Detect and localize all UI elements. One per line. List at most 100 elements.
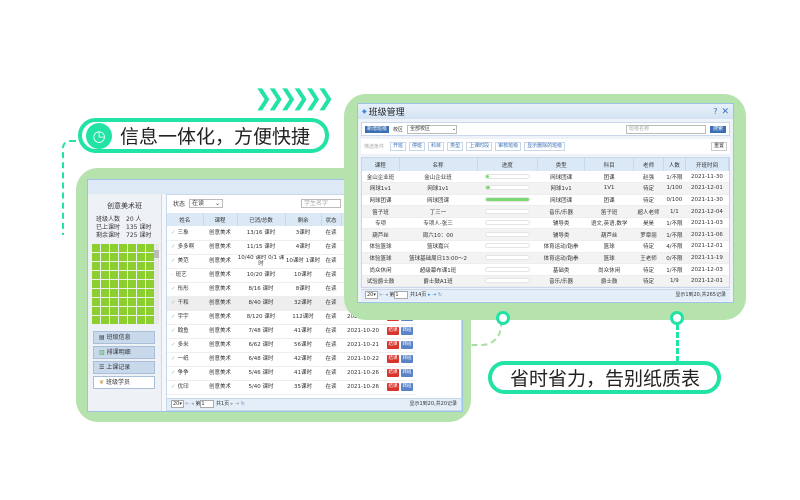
table-row[interactable]: 专项 专项人-张三 辅导类 语文,英语,数学 昊昊 1/不限 2021-11-03 (362, 217, 729, 230)
filter-chip[interactable]: 上课时段 (466, 142, 493, 151)
column-header[interactable]: 已消/总数 (237, 213, 286, 226)
transfer-button[interactable]: 转班 (401, 383, 413, 391)
column-header[interactable]: 人数 (663, 158, 686, 171)
table-row[interactable]: 网球团课 网球团课 网球团课 团课 待定 0/100 2021-11-30 (362, 194, 729, 207)
student-name[interactable]: ✓ 美范 (167, 254, 203, 269)
status-select[interactable]: 在读 ⌄ (189, 199, 224, 208)
filter-chip[interactable]: 显示删除的班级 (524, 142, 566, 151)
cell-left: 56课时 (285, 338, 321, 353)
filter-chip[interactable]: 科目 (428, 142, 445, 151)
edit-icon[interactable]: ✓ (171, 355, 176, 362)
edit-icon[interactable]: ✓ (171, 299, 176, 306)
table-row[interactable]: 体验篮球 篮球基础周日13:00～2 体育运动/跆拳 篮球 王老师 0/不限 2021-11… (362, 252, 729, 265)
filter-chip[interactable]: 审核班级 (495, 142, 522, 151)
edit-icon[interactable]: ✓ (171, 327, 176, 334)
transfer-button[interactable]: 转班 (401, 341, 413, 349)
table-row[interactable]: ✓ 争争 创意美术 5/46 课时 41课时 在读 2021-10-26 结课 转班 (167, 366, 415, 381)
new-class-button[interactable]: 新增班级 (365, 125, 390, 133)
column-header[interactable]: 类型 (537, 158, 586, 171)
refresh-icon[interactable]: ↻ (240, 401, 245, 407)
edit-icon[interactable]: ✓ (171, 383, 176, 390)
student-name[interactable]: ✓ 翰鱼 (167, 324, 203, 339)
edit-icon[interactable]: ✓ (171, 229, 176, 236)
campus-select[interactable]: 全部校区 ⌄ (407, 124, 458, 134)
table-row[interactable]: 葫芦丝 周六10：00 辅导类 葫芦丝 罗章丽 1/不限 2021-11-06 (362, 228, 729, 242)
edit-icon[interactable]: ✓ (171, 369, 176, 376)
help-icon[interactable]: ? (713, 107, 718, 116)
edit-icon[interactable]: ✓ (171, 341, 176, 348)
edit-icon[interactable]: ✓ (171, 243, 176, 250)
column-header[interactable]: 课程 (203, 213, 238, 226)
student-name[interactable]: ✓ 彤彤 (167, 282, 203, 297)
next-page-icon[interactable]: ▸ (230, 401, 234, 407)
prev-page-icon[interactable]: ◂ (191, 401, 194, 407)
transfer-button[interactable]: 转班 (401, 369, 413, 377)
column-header[interactable]: 科目 (584, 158, 635, 171)
column-header[interactable]: 开班时间 (685, 158, 730, 171)
table-row[interactable]: 金山企业班 金山企业班 网球团课 团课 赵强 1/不限 2021-11-30 (362, 171, 729, 184)
column-header[interactable]: 状态 (321, 213, 342, 226)
student-name[interactable]: ✓ 优印 (167, 380, 203, 395)
end-class-button[interactable]: 结课 (387, 341, 399, 349)
table-row[interactable]: ✓ 一纸 创意美术 6/48 课时 42课时 在读 2021-10-22 结课 转班 (167, 352, 415, 367)
filter-chip[interactable]: 开班 (390, 142, 407, 151)
filter-chip[interactable]: 停班 (409, 142, 426, 151)
close-icon[interactable]: ✕ (721, 106, 729, 117)
table-row[interactable]: ✓ 翰鱼 创意美术 7/48 课时 41课时 在读 2021-10-20 结课 转班 (167, 324, 415, 339)
page-size-select[interactable]: 20▾ (365, 291, 378, 299)
end-class-button[interactable]: 结课 (387, 355, 399, 363)
table-row[interactable]: 尚众休闲 超级幕布课1班 基础类 尚众休闲 待定 1/不限 2021-12-03 (362, 263, 729, 276)
column-header[interactable]: 老师 (633, 158, 664, 171)
last-page-icon[interactable]: ⇥ (234, 401, 240, 407)
column-header[interactable]: 进度 (477, 158, 539, 171)
last-page-icon[interactable]: ⇥ (432, 292, 437, 298)
column-header[interactable]: 剩余 (285, 213, 322, 226)
end-class-button[interactable]: 结课 (387, 383, 399, 391)
filter-chip[interactable]: 类型 (447, 142, 464, 151)
table-row[interactable]: 试验爵士鼓 爵士鼓A1班 音乐/乐器 爵士鼓 待定 1/9 2021-12-01 (362, 275, 729, 288)
student-search-input[interactable]: 学生名字 (301, 199, 341, 208)
end-class-button[interactable]: 结课 (387, 327, 399, 335)
class-search-input[interactable]: 班级名称 (625, 124, 706, 134)
search-button[interactable]: 搜索 (709, 125, 726, 133)
student-name[interactable]: ✓ 千和 (167, 296, 203, 311)
student-name[interactable]: ✓ 争争 (167, 366, 203, 381)
table-row[interactable]: 网球1v1 网球1v1 网球1v1 1V1 待定 1/100 2021-12-01 (362, 182, 729, 195)
student-name[interactable]: – 班艺 (167, 268, 203, 283)
end-class-button[interactable]: 结课 (387, 369, 399, 377)
transfer-button[interactable]: 转班 (401, 327, 413, 335)
nav-class-students[interactable]: ❦ 班级学员 (93, 376, 155, 389)
student-name[interactable]: ✓ 一纸 (167, 352, 203, 367)
first-page-icon[interactable]: ⇤ (379, 292, 384, 298)
reset-button[interactable]: 重置 (710, 142, 727, 151)
table-row[interactable]: 体验篮球 篮球嘉兴 体育运动/跆拳 篮球 待定 4/不限 2021-12-01 (362, 240, 729, 253)
edit-icon[interactable]: ✓ (171, 313, 176, 320)
student-name[interactable]: ✓ 三象 (167, 226, 203, 241)
page-size-select[interactable]: 20▾ (171, 400, 184, 408)
column-header[interactable]: 姓名 (167, 213, 204, 226)
prev-page-icon[interactable]: ◂ (385, 292, 388, 298)
table-row[interactable]: ✓ 多米 创意美术 6/62 课时 56课时 在读 2021-10-21 结课 转班 (167, 338, 415, 353)
first-page-icon[interactable]: ⇤ (185, 401, 190, 407)
edit-icon[interactable]: ✓ (171, 285, 176, 292)
page-input[interactable]: 1 (200, 400, 215, 408)
nav-attendance-records[interactable]: ☰ 上课记录 (93, 361, 155, 374)
next-page-icon[interactable]: ▸ (427, 292, 431, 298)
column-header[interactable]: 课程 (362, 158, 400, 171)
grid-scrollbar[interactable] (154, 244, 159, 324)
student-name[interactable]: ✓ 多多啊 (167, 240, 203, 255)
nav-class-info[interactable]: ▤ 班级信息 (93, 331, 155, 344)
student-name[interactable]: ✓ 多米 (167, 338, 203, 353)
nav-schedule[interactable]: ▥ 排课明细 (93, 346, 155, 359)
edit-icon[interactable]: – (171, 271, 174, 278)
table-row[interactable]: ✓ 优印 创意美术 5/40 课时 35课时 在读 2021-10-26 结课 转班 (167, 380, 415, 395)
transfer-button[interactable]: 转班 (401, 355, 413, 363)
cell-type: 体育运动/跆拳 (537, 252, 585, 265)
student-name[interactable]: ✓ 宇宇 (167, 310, 203, 325)
column-header[interactable]: 名称 (399, 158, 478, 171)
table-row[interactable]: 笛子班 丁三一 音乐/乐器 笛子班 超人老师 1/1 2021-12-04 (362, 205, 729, 218)
edit-icon[interactable]: ✓ (171, 257, 176, 264)
page-input[interactable]: 1 (394, 291, 409, 299)
refresh-icon[interactable]: ↻ (437, 292, 443, 298)
